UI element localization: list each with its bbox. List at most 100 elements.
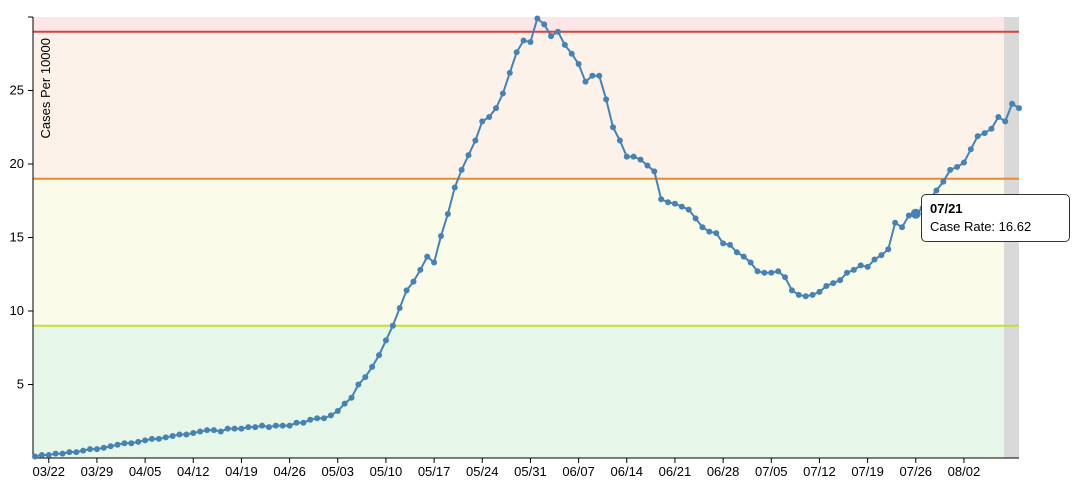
x-tick-label: 04/19 bbox=[225, 464, 258, 479]
data-point bbox=[286, 422, 293, 429]
data-point bbox=[224, 425, 231, 432]
data-point bbox=[823, 283, 830, 290]
data-point bbox=[493, 105, 500, 112]
data-point bbox=[472, 137, 479, 144]
data-point bbox=[376, 352, 383, 359]
data-point bbox=[1002, 118, 1009, 125]
data-point bbox=[960, 159, 967, 166]
data-point bbox=[59, 450, 66, 457]
x-tick-label: 06/21 bbox=[659, 464, 692, 479]
risk-band-2 bbox=[33, 31, 1004, 179]
data-point bbox=[658, 196, 665, 203]
y-tick-label: 5 bbox=[17, 377, 24, 392]
data-point bbox=[424, 253, 431, 260]
x-tick-label: 04/26 bbox=[273, 464, 306, 479]
data-point bbox=[300, 419, 307, 426]
data-point bbox=[142, 437, 149, 444]
data-point bbox=[437, 233, 444, 240]
data-point bbox=[100, 444, 107, 451]
data-point bbox=[396, 305, 403, 312]
series-layer bbox=[32, 15, 1022, 460]
data-point bbox=[389, 322, 396, 329]
y-tick-label: 10 bbox=[10, 303, 24, 318]
data-point bbox=[644, 162, 651, 169]
data-point bbox=[940, 178, 947, 185]
data-point bbox=[568, 50, 575, 57]
y-axis-label: Cases Per 10000 bbox=[38, 38, 53, 138]
data-point bbox=[554, 28, 561, 35]
data-point bbox=[830, 280, 837, 287]
data-point bbox=[520, 37, 527, 44]
x-tick-label: 07/05 bbox=[755, 464, 788, 479]
data-point bbox=[80, 447, 87, 454]
data-point bbox=[885, 246, 892, 253]
data-point bbox=[816, 288, 823, 295]
risk-band-0 bbox=[33, 325, 1004, 458]
data-point bbox=[52, 450, 59, 457]
data-point bbox=[321, 415, 328, 422]
data-point bbox=[678, 203, 685, 210]
data-point bbox=[265, 424, 272, 431]
data-point bbox=[169, 432, 176, 439]
data-point bbox=[431, 259, 438, 266]
data-point bbox=[231, 425, 238, 432]
data-point bbox=[809, 291, 816, 298]
data-point bbox=[782, 274, 789, 281]
data-point bbox=[451, 184, 458, 191]
data-point bbox=[403, 287, 410, 294]
data-point bbox=[32, 453, 38, 460]
highlighted-point bbox=[910, 208, 921, 219]
data-point bbox=[665, 199, 672, 206]
data-point bbox=[954, 163, 961, 170]
data-point bbox=[933, 187, 940, 194]
axes: 5 10 15 20 25 03/22 03/29 04/05 04/12 04/19 04/26 0… bbox=[10, 16, 1019, 479]
data-point bbox=[754, 268, 761, 275]
data-point bbox=[967, 146, 974, 153]
data-point bbox=[788, 287, 795, 294]
risk-band-1 bbox=[33, 178, 1004, 326]
data-point bbox=[114, 441, 121, 448]
x-tick-label: 05/31 bbox=[514, 464, 547, 479]
data-point bbox=[720, 240, 727, 247]
data-point bbox=[850, 266, 857, 273]
data-point bbox=[279, 422, 286, 429]
risk-bands bbox=[33, 17, 1004, 458]
data-point bbox=[238, 425, 245, 432]
x-tick-label: 04/05 bbox=[129, 464, 162, 479]
data-point bbox=[623, 153, 630, 160]
data-point bbox=[630, 153, 637, 160]
data-point bbox=[107, 443, 114, 450]
data-point bbox=[210, 427, 217, 434]
data-point bbox=[596, 72, 603, 79]
data-point bbox=[121, 440, 128, 447]
data-point bbox=[479, 118, 486, 125]
data-point bbox=[259, 422, 266, 429]
x-tick-label: 04/12 bbox=[177, 464, 210, 479]
tooltip-value: Case Rate: 16.62 bbox=[930, 219, 1032, 234]
data-point bbox=[527, 38, 534, 45]
data-point bbox=[73, 449, 80, 456]
data-point bbox=[974, 133, 981, 140]
x-tick-label: 03/22 bbox=[32, 464, 65, 479]
data-point bbox=[217, 428, 224, 435]
x-tick-label: 05/03 bbox=[321, 464, 354, 479]
data-point bbox=[348, 394, 355, 401]
data-point bbox=[499, 90, 506, 97]
x-tick-label: 07/26 bbox=[900, 464, 933, 479]
data-point bbox=[204, 427, 211, 434]
data-point bbox=[252, 424, 259, 431]
data-point bbox=[410, 278, 417, 285]
threshold-lines bbox=[33, 30, 1019, 327]
data-point bbox=[747, 259, 754, 266]
data-point bbox=[610, 124, 617, 131]
data-point bbox=[905, 212, 912, 219]
data-point bbox=[775, 268, 782, 275]
data-point bbox=[699, 224, 706, 231]
data-point bbox=[575, 61, 582, 68]
data-point bbox=[272, 422, 279, 429]
data-point bbox=[382, 337, 389, 344]
data-point bbox=[155, 435, 162, 442]
data-point bbox=[417, 266, 424, 273]
data-point bbox=[768, 269, 775, 276]
